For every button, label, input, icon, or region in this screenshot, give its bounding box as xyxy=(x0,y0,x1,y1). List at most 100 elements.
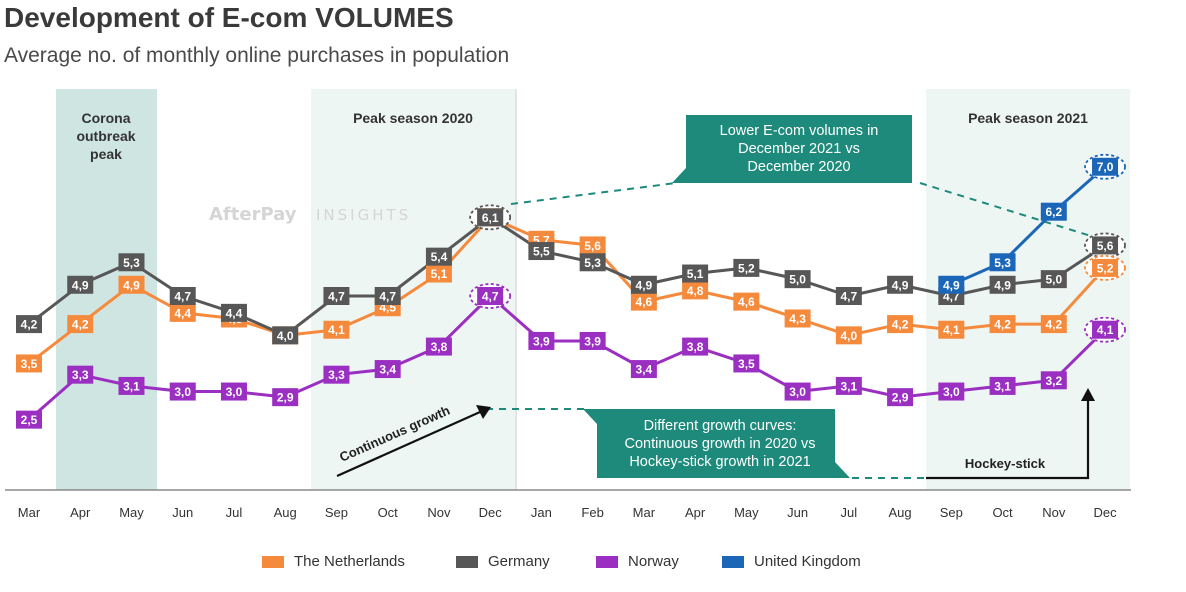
x-tick-label: Oct xyxy=(992,505,1013,520)
data-label: 5,6 xyxy=(1097,239,1114,253)
data-label-box xyxy=(938,275,965,294)
x-tick-label: Aug xyxy=(889,505,912,520)
data-label-box xyxy=(272,326,299,345)
data-label-box xyxy=(16,354,42,373)
x-tick-label: Mar xyxy=(633,505,656,520)
corona-label-line: peak xyxy=(90,146,122,162)
afterpay-insights-watermark: AfterPay INSIGHTS xyxy=(209,204,408,225)
data-label: 3,1 xyxy=(123,379,140,393)
data-label-box xyxy=(169,287,196,305)
data-label: 4,9 xyxy=(123,278,140,292)
lower-volumes-callout-box xyxy=(672,115,912,183)
data-label: 2,9 xyxy=(892,391,909,405)
data-label-box xyxy=(220,303,247,322)
data-label: 4,9 xyxy=(72,278,89,292)
data-label-box xyxy=(272,388,299,407)
data-label-box xyxy=(528,242,555,261)
peak-season-2021-label: Peak season 2021 xyxy=(968,110,1088,126)
data-label: 4,1 xyxy=(943,323,960,337)
corona-label-line: outbreak xyxy=(76,128,135,144)
data-label-box xyxy=(835,287,862,305)
data-label-box xyxy=(733,258,760,277)
data-labels: 3,54,24,94,44,34,04,14,55,16,15,75,64,64… xyxy=(16,157,1119,429)
chart-subtitle: Average no. of monthly online purchases … xyxy=(4,44,510,67)
data-label: 6,2 xyxy=(1045,205,1062,219)
data-label: 4,0 xyxy=(277,329,294,343)
data-label-box xyxy=(579,236,606,255)
continuous-growth-arrowhead xyxy=(476,405,491,419)
data-label-box xyxy=(938,320,965,339)
data-label-box xyxy=(1092,258,1119,277)
data-label-box xyxy=(784,309,811,328)
data-label: 4,0 xyxy=(840,329,857,343)
data-label: 4,7 xyxy=(328,290,345,304)
data-label: 3,8 xyxy=(687,340,704,354)
legend-swatch xyxy=(262,555,284,568)
data-label: 4,8 xyxy=(687,284,704,298)
legend-item-germany: Germany xyxy=(456,553,550,570)
data-label: 3,1 xyxy=(840,379,857,393)
data-label-box xyxy=(425,337,452,356)
data-label-box xyxy=(682,264,709,283)
legend-label: United Kingdom xyxy=(754,553,861,570)
legend-item-uk: United Kingdom xyxy=(722,553,861,570)
data-label: 2,9 xyxy=(277,391,294,405)
data-label: 3,0 xyxy=(226,385,243,399)
data-label-box xyxy=(682,337,709,356)
data-label-box xyxy=(374,287,401,305)
data-label-box xyxy=(630,275,657,294)
data-label: 3,5 xyxy=(738,357,755,371)
band-labels: Corona outbreak peak Peak season 2020 Pe… xyxy=(76,110,1088,162)
data-label: 3,4 xyxy=(379,363,396,377)
x-tick-label: Apr xyxy=(70,505,91,520)
data-label-box xyxy=(579,331,606,350)
data-label-box xyxy=(477,287,504,305)
data-label-box xyxy=(528,331,555,350)
data-label: 4,2 xyxy=(72,318,89,332)
data-label-box xyxy=(425,264,452,283)
legend-label: Germany xyxy=(488,553,550,570)
data-label: 3,0 xyxy=(174,385,191,399)
data-label-box xyxy=(682,281,709,300)
data-label-box xyxy=(630,292,657,311)
data-label: 4,2 xyxy=(1045,318,1062,332)
legend-item-netherlands: The Netherlands xyxy=(262,553,405,570)
data-label: 4,9 xyxy=(994,278,1011,292)
data-label-box xyxy=(989,315,1016,334)
series-line-netherlands xyxy=(28,215,1107,365)
x-tick-label: Mar xyxy=(18,505,41,520)
x-tick-label: Sep xyxy=(325,505,348,520)
data-label: 4,7 xyxy=(482,290,499,304)
x-tick-label: Oct xyxy=(378,505,399,520)
data-label: 3,2 xyxy=(1045,374,1062,388)
data-label: 5,5 xyxy=(533,245,550,259)
hockey-stick-label: Hockey-stick xyxy=(965,456,1046,471)
data-label: 5,0 xyxy=(789,273,806,287)
growth-curves-callout-text: Different growth curves: xyxy=(644,418,797,434)
data-label: 4,2 xyxy=(892,318,909,332)
data-label-box xyxy=(784,270,811,289)
data-label: 3,9 xyxy=(584,334,601,348)
data-label: 4,4 xyxy=(174,306,191,320)
x-tick-label: Dec xyxy=(479,505,503,520)
callout-connector-dashed xyxy=(919,182,1092,237)
data-label-box xyxy=(118,253,145,272)
legend-swatch xyxy=(722,555,744,568)
data-label: 3,0 xyxy=(943,385,960,399)
data-label-box xyxy=(323,320,350,339)
data-label-box xyxy=(887,388,914,407)
data-label-box xyxy=(1092,236,1119,255)
data-label-box xyxy=(169,382,196,401)
hockey-stick-arrowhead xyxy=(1081,388,1095,401)
data-label-box xyxy=(374,360,401,379)
watermark-brand: AfterPay xyxy=(209,204,297,225)
legend-label: Norway xyxy=(628,553,679,570)
data-label: 4,2 xyxy=(21,318,38,332)
data-label-box xyxy=(323,287,350,305)
data-label-box xyxy=(579,253,606,272)
corona-label-line: Corona xyxy=(82,110,131,126)
data-label: 4,7 xyxy=(840,290,857,304)
callouts: Lower E-com volumes in December 2021 vs … xyxy=(336,115,1095,480)
chart-title: Development of E-com VOLUMES xyxy=(4,2,454,33)
data-label-box xyxy=(220,382,247,401)
